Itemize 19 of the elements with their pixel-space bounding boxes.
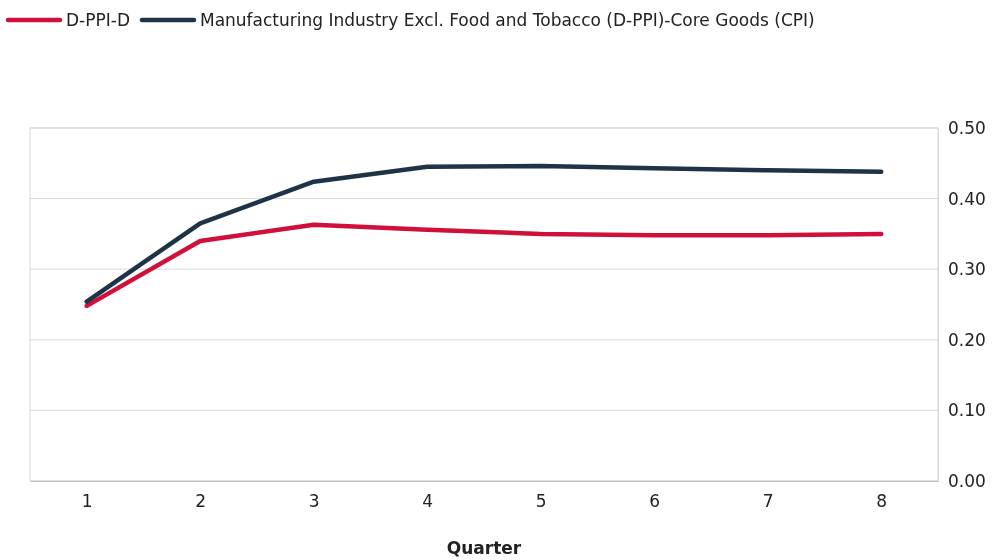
y-tick-label: 0.20 bbox=[948, 329, 986, 350]
x-tick-label: 7 bbox=[762, 491, 774, 512]
x-tick-label: 6 bbox=[649, 491, 661, 512]
x-tick-label: 3 bbox=[308, 491, 320, 512]
legend-label: Manufacturing Industry Excl. Food and Tobacco (D-PPI)-Core Goods (CPI) bbox=[199, 10, 815, 30]
x-tick-label: 5 bbox=[535, 491, 547, 512]
x-tick-label: 4 bbox=[422, 491, 434, 512]
y-tick-label: 0.10 bbox=[948, 400, 986, 421]
y-tick-label: 0.40 bbox=[948, 188, 986, 209]
line-series bbox=[84, 163, 884, 304]
legend-label: D-PPI-D bbox=[66, 10, 130, 30]
x-tick-label: 2 bbox=[195, 491, 207, 512]
y-tick-label: 0.00 bbox=[948, 470, 986, 491]
line-series bbox=[84, 222, 884, 309]
y-tick-label: 0.50 bbox=[948, 117, 986, 138]
y-tick-label: 0.30 bbox=[948, 259, 986, 280]
x-tick-label: 8 bbox=[876, 491, 888, 512]
x-axis-title: Quarter bbox=[446, 538, 522, 558]
x-tick-label: 1 bbox=[81, 491, 93, 512]
